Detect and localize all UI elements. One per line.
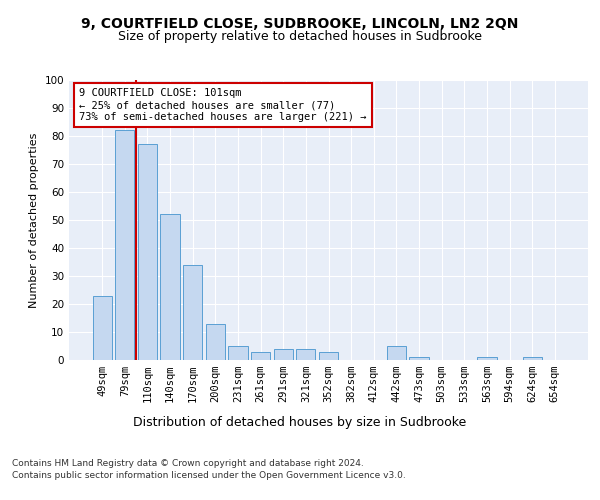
Text: 9, COURTFIELD CLOSE, SUDBROOKE, LINCOLN, LN2 2QN: 9, COURTFIELD CLOSE, SUDBROOKE, LINCOLN,… [82, 18, 518, 32]
Bar [409, 357, 428, 360]
Text: Contains public sector information licensed under the Open Government Licence v3: Contains public sector information licen… [12, 472, 406, 480]
Bar [160, 214, 180, 360]
Bar [477, 357, 497, 360]
Bar [206, 324, 225, 360]
Y-axis label: Number of detached properties: Number of detached properties [29, 132, 39, 308]
Text: Size of property relative to detached houses in Sudbrooke: Size of property relative to detached ho… [118, 30, 482, 43]
Bar [319, 352, 338, 360]
Bar [138, 144, 157, 360]
Bar [296, 349, 316, 360]
Text: Contains HM Land Registry data © Crown copyright and database right 2024.: Contains HM Land Registry data © Crown c… [12, 460, 364, 468]
Bar [183, 265, 202, 360]
Bar [523, 357, 542, 360]
Bar [115, 130, 134, 360]
Bar [274, 349, 293, 360]
Bar [229, 346, 248, 360]
Text: 9 COURTFIELD CLOSE: 101sqm
← 25% of detached houses are smaller (77)
73% of semi: 9 COURTFIELD CLOSE: 101sqm ← 25% of deta… [79, 88, 367, 122]
Bar [92, 296, 112, 360]
Bar [251, 352, 270, 360]
Text: Distribution of detached houses by size in Sudbrooke: Distribution of detached houses by size … [133, 416, 467, 429]
Bar [387, 346, 406, 360]
